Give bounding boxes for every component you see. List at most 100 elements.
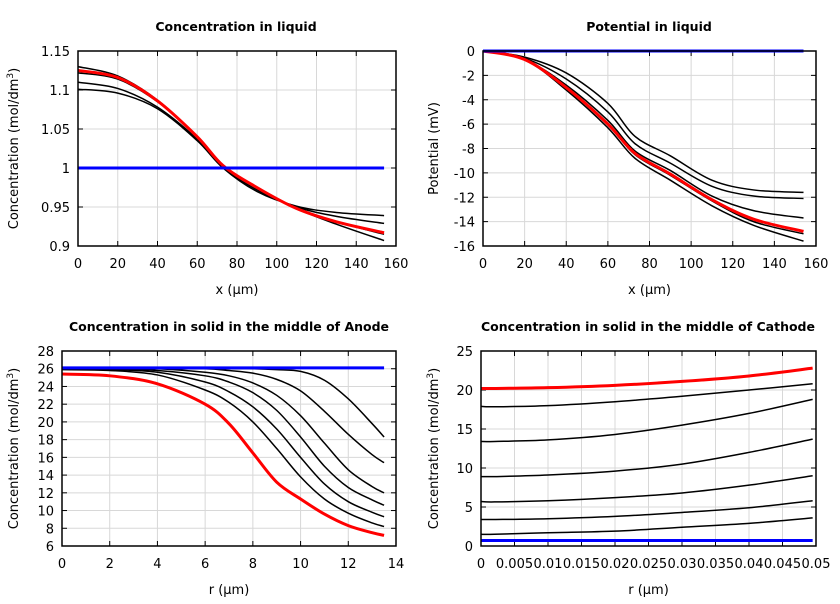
y-tick-label: 20	[456, 384, 473, 399]
x-tick-label: 100	[679, 257, 704, 272]
x-tick-label: 0.02	[601, 557, 630, 572]
x-tick-label: 40	[558, 257, 575, 272]
series-line-3	[480, 438, 813, 478]
x-axis-label: x (µm)	[628, 283, 671, 298]
x-tick-label: 0	[479, 257, 487, 272]
y-tick-label: 0.9	[49, 240, 70, 255]
series-line-2	[61, 367, 385, 518]
y-tick-label: -8	[462, 143, 475, 158]
x-tick-label: 60	[600, 257, 617, 272]
x-tick-label: 0	[58, 557, 66, 572]
series-line-4	[480, 475, 813, 503]
x-tick-label: 140	[344, 257, 369, 272]
y-tick-label: -4	[462, 94, 475, 109]
y-axis-label-text: Concentration (mol/dm	[7, 79, 22, 230]
y-tick-label: 0	[465, 540, 473, 555]
x-tick-label: 14	[388, 557, 405, 572]
y-axis-label-text: Concentration (mol/dm	[427, 379, 442, 530]
plot-frame	[482, 50, 817, 247]
y-tick-label: 26	[37, 363, 54, 378]
series-line-3	[61, 367, 385, 506]
y-axis-label-end: )	[7, 368, 22, 373]
x-tick-label: 120	[720, 257, 745, 272]
series-line-6	[62, 367, 385, 438]
series-line-5	[480, 500, 813, 521]
y-tick-label: 25	[456, 345, 473, 360]
series-line-4	[62, 367, 385, 494]
x-tick-label: 6	[201, 557, 209, 572]
subplot-4: Concentration in solid in the middle of …	[426, 319, 830, 598]
y-tick-label: -6	[462, 118, 475, 133]
x-tick-label: 4	[153, 557, 161, 572]
x-axis-label: r (µm)	[209, 583, 250, 598]
x-tick-label: 12	[340, 557, 357, 572]
x-tick-label: 40	[149, 257, 166, 272]
x-tick-label: 80	[641, 257, 658, 272]
x-tick-label: 60	[189, 257, 206, 272]
x-axis-label: x (µm)	[216, 283, 259, 298]
x-tick-label: 20	[109, 257, 126, 272]
series-line-2	[480, 398, 813, 443]
x-tick-label: 160	[384, 257, 409, 272]
series-line-1	[482, 50, 804, 194]
y-tick-label: 0.95	[41, 201, 70, 216]
series-line-5	[77, 69, 385, 235]
x-tick-label: 140	[762, 257, 787, 272]
y-axis-label-superscript: 3	[6, 73, 16, 79]
y-tick-label: 10	[37, 505, 54, 520]
y-tick-label: 16	[37, 451, 54, 466]
subplot-3: Concentration in solid in the middle of …	[6, 319, 404, 598]
x-tick-label: 0.005	[496, 557, 533, 572]
subplot-1: Concentration in liquid 0 20 40 60 80 100 120 14…	[6, 19, 408, 298]
y-axis-label: Concentration (mol/dm3)	[6, 368, 22, 530]
y-tick-label: -10	[454, 167, 475, 182]
x-tick-label: 0.04	[735, 557, 764, 572]
y-axis-label-superscript: 3	[426, 373, 436, 379]
chart-title: Potential in liquid	[586, 19, 712, 34]
y-tick-label: 1.1	[49, 84, 70, 99]
series-line-6	[482, 49, 804, 233]
series-line-3	[482, 50, 804, 219]
y-axis-label-text: Concentration (mol/dm	[7, 379, 22, 530]
y-tick-label: 1.15	[41, 45, 70, 60]
y-axis-label: Potential (mV)	[427, 102, 442, 195]
chart-title: Concentration in solid in the middle of …	[481, 319, 815, 334]
series-line-6	[480, 517, 813, 536]
y-axis-label-superscript: 3	[6, 373, 16, 379]
y-axis-label: Concentration (mol/dm3)	[6, 68, 22, 230]
x-tick-label: 10	[292, 557, 309, 572]
plot-frame	[61, 350, 397, 547]
x-tick-label: 120	[304, 257, 329, 272]
y-tick-label: 8	[46, 522, 54, 537]
x-tick-label: 0.045	[764, 557, 801, 572]
y-tick-label: 1	[62, 162, 70, 177]
series-line-7	[480, 366, 813, 390]
series-line-1	[480, 383, 813, 408]
y-tick-label: 1.05	[41, 123, 70, 138]
y-tick-label: -2	[462, 69, 475, 84]
y-tick-label: 22	[37, 398, 54, 413]
y-tick-label: -12	[454, 191, 475, 206]
y-tick-label: 20	[37, 416, 54, 431]
y-tick-label: 10	[456, 462, 473, 477]
x-axis-label: r (µm)	[628, 583, 669, 598]
y-tick-label: 24	[37, 380, 54, 395]
x-tick-label: 2	[106, 557, 114, 572]
x-tick-label: 0	[74, 257, 82, 272]
plot-frame	[480, 350, 817, 547]
x-tick-label: 20	[516, 257, 533, 272]
plot-frame	[77, 50, 397, 247]
y-axis-label: Concentration (mol/dm3)	[426, 368, 442, 530]
x-tick-label: 160	[804, 257, 829, 272]
x-tick-label: 0.05	[802, 557, 831, 572]
series-line-2	[482, 50, 804, 200]
y-tick-label: 6	[46, 540, 54, 555]
x-tick-label: 0.025	[630, 557, 667, 572]
series-line-2	[77, 72, 385, 236]
y-tick-label: 28	[37, 345, 54, 360]
subplot-2: Potential in liquid 0 20 40 60 80 100 120 140 160…	[427, 19, 828, 298]
y-tick-label: 0	[467, 45, 475, 60]
y-tick-label: -14	[454, 216, 475, 231]
chart-title: Concentration in solid in the middle of …	[69, 319, 389, 334]
